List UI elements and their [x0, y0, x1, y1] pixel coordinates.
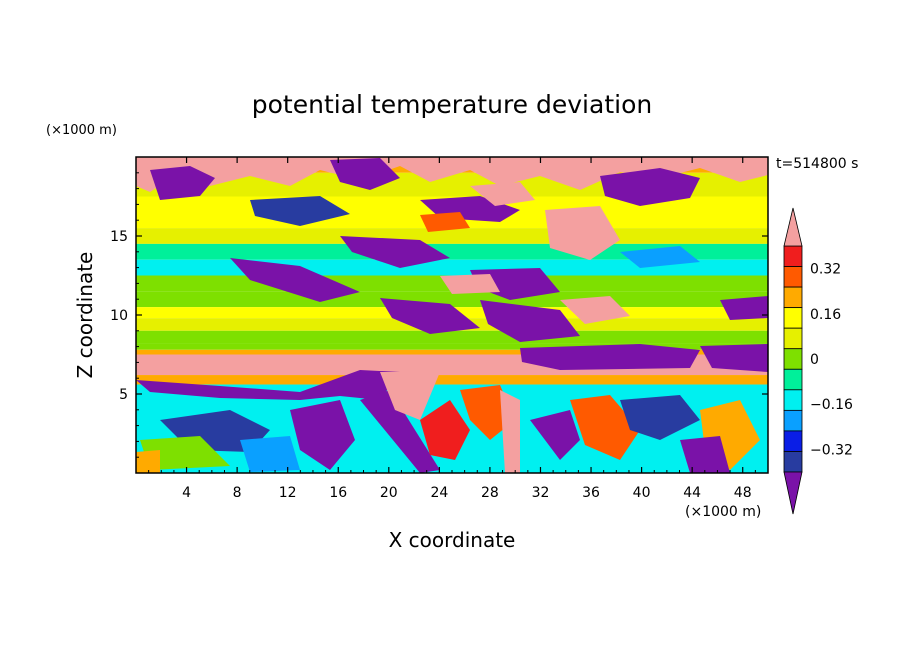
- colorbar-segment: [783, 327, 803, 350]
- y-tick-label: 15: [110, 229, 128, 245]
- upper-patch: [340, 236, 450, 268]
- y-axis-label: Z coordinate: [73, 252, 97, 379]
- lower-turbulence: [136, 370, 760, 473]
- x-tick-label: 8: [233, 485, 242, 501]
- x-tick-label: 24: [430, 485, 448, 501]
- x-tick-label: 44: [683, 485, 701, 501]
- lower-patch: [136, 370, 400, 400]
- x-axis-label: X coordinate: [389, 528, 516, 552]
- lower-patch: [680, 436, 730, 473]
- upper-patch: [520, 344, 700, 370]
- time-label: t=514800 s: [776, 156, 858, 172]
- upper-patch: [620, 246, 700, 268]
- lower-patch: [136, 450, 160, 473]
- colorbar-segment: [783, 451, 803, 473]
- x-tick-label: 28: [481, 485, 499, 501]
- colorbar-segment: [783, 368, 803, 391]
- upper-patch: [420, 212, 470, 232]
- field-band: [136, 228, 768, 244]
- upper-patch: [560, 296, 630, 324]
- upper-patch: [380, 298, 480, 334]
- x-axis-ticks: 4 8 12 16 20 24 28 32 36 40 44 48: [148, 157, 756, 501]
- y-tick-label: 10: [110, 308, 128, 324]
- colorbar-label: −0.32: [810, 442, 853, 458]
- lower-patch: [570, 395, 640, 460]
- lower-patch: [360, 390, 440, 473]
- colorbar-segment: [783, 245, 803, 267]
- upper-patch: [250, 196, 350, 226]
- y-unit-label: (×1000 m): [46, 123, 117, 138]
- upper-patch: [230, 258, 360, 302]
- colorbar-label: −0.16: [810, 397, 853, 413]
- colorbar-segment: [783, 409, 803, 432]
- field-band: [136, 375, 768, 385]
- x-tick-label: 16: [329, 485, 347, 501]
- field-band: [136, 243, 768, 260]
- upper-patch: [150, 166, 215, 200]
- colorbar-segment: [783, 266, 803, 288]
- upper-patch: [600, 168, 700, 206]
- field-band: [136, 343, 768, 350]
- upper-patch: [440, 274, 500, 294]
- colorbar-label: 0: [810, 352, 819, 368]
- chart-title: potential temperature deviation: [252, 90, 652, 119]
- upper-patch: [720, 296, 768, 320]
- lower-patch: [530, 410, 580, 460]
- colorbar-label: 0.32: [810, 262, 841, 278]
- lower-patch: [620, 395, 700, 440]
- x-tick-label: 4: [182, 485, 191, 501]
- colorbar-bottom-arrow: [783, 471, 803, 515]
- x-tick-label: 32: [532, 485, 550, 501]
- field-band: [136, 330, 768, 344]
- lower-patch: [500, 390, 520, 473]
- lower-patch: [290, 400, 355, 470]
- colorbar-segment: [783, 389, 803, 411]
- x-tick-label: 40: [633, 485, 651, 501]
- upper-patch: [470, 182, 535, 206]
- upper-turbulence: [136, 157, 768, 372]
- colorbar-segment: [783, 430, 803, 452]
- colorbar-label: 0.16: [810, 307, 841, 323]
- upper-patch: [545, 206, 620, 260]
- x-tick-label: 20: [380, 485, 398, 501]
- colorbar-top-arrow: [783, 207, 803, 247]
- y-tick-label: 5: [119, 387, 128, 403]
- field-band: [136, 349, 768, 355]
- upper-patch: [330, 158, 400, 190]
- x-tick-label: 36: [582, 485, 600, 501]
- colorbar: 0.32 0.16 0 −0.16 −0.32: [783, 207, 853, 515]
- upper-patch: [136, 157, 768, 192]
- lower-patch: [140, 436, 230, 470]
- colorbar-segment: [783, 307, 803, 329]
- colorbar-segment: [783, 348, 803, 370]
- x-unit-label: (×1000 m): [685, 504, 761, 520]
- upper-patch: [480, 300, 580, 342]
- x-tick-label: 48: [734, 485, 752, 501]
- x-tick-label: 12: [279, 485, 297, 501]
- colorbar-segment: [783, 286, 803, 309]
- heatmap-plot-area: [136, 157, 768, 473]
- lower-patch: [380, 372, 440, 420]
- upper-patch: [700, 344, 768, 372]
- y-axis-ticks: 5 10 15: [110, 172, 768, 458]
- lower-patch: [420, 400, 470, 460]
- lower-patch: [240, 436, 300, 472]
